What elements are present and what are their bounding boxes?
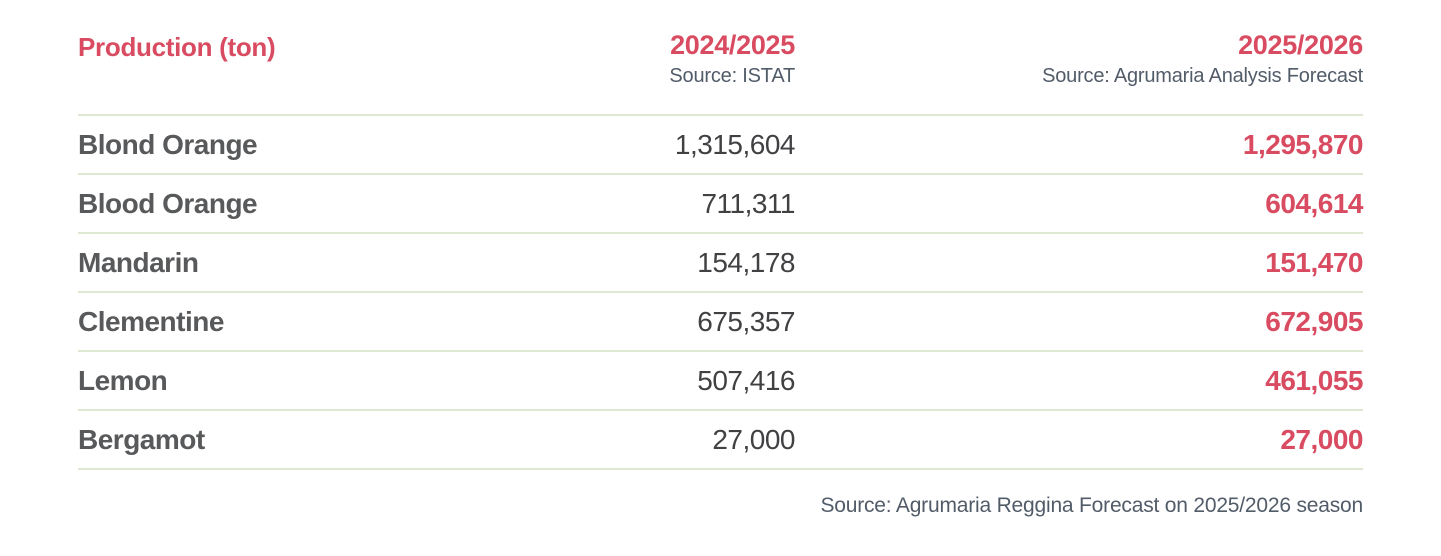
table-row: Mandarin 154,178 151,470 bbox=[78, 234, 1364, 294]
source-label-istat: Source: ISTAT bbox=[669, 65, 795, 88]
product-name: Blond Orange bbox=[78, 128, 258, 160]
product-name: Lemon bbox=[78, 364, 168, 396]
value-2025-2026: 672,905 bbox=[1265, 305, 1363, 337]
value-2025-2026: 604,614 bbox=[1265, 187, 1363, 219]
table-footnote: Source: Agrumaria Reggina Forecast on 20… bbox=[820, 494, 1363, 518]
value-2024-2025: 507,416 bbox=[697, 364, 795, 396]
product-name: Blood Orange bbox=[78, 187, 258, 219]
value-2024-2025: 1,315,604 bbox=[674, 128, 796, 160]
value-2025-2026: 461,055 bbox=[1265, 364, 1363, 396]
value-2024-2025: 711,311 bbox=[701, 187, 795, 219]
table-header: Production (ton) 2024/2025 Source: ISTAT… bbox=[78, 30, 1363, 114]
product-name: Mandarin bbox=[78, 246, 199, 278]
season-label-2025-2026: 2025/2026 bbox=[1238, 30, 1363, 60]
source-label-agrumaria-analysis: Source: Agrumaria Analysis Forecast bbox=[1042, 65, 1363, 88]
value-2024-2025: 154,178 bbox=[697, 246, 795, 278]
table-row: Blond Orange 1,315,604 1,295,870 bbox=[78, 116, 1364, 176]
column-header-2024-2025: 2024/2025 Source: ISTAT bbox=[463, 30, 795, 88]
value-2024-2025: 27,000 bbox=[712, 423, 795, 455]
table-row: Bergamot 27,000 27,000 bbox=[78, 411, 1364, 471]
table-body: Blond Orange 1,315,604 1,295,870 Blood O… bbox=[78, 114, 1364, 471]
value-2025-2026: 27,000 bbox=[1280, 423, 1363, 455]
table-row: Blood Orange 711,311 604,614 bbox=[78, 175, 1364, 235]
season-label-2024-2025: 2024/2025 bbox=[670, 30, 795, 60]
product-name: Clementine bbox=[78, 305, 224, 337]
table-row: Clementine 675,357 672,905 bbox=[78, 293, 1364, 353]
value-2024-2025: 675,357 bbox=[697, 305, 795, 337]
column-header-2025-2026: 2025/2026 Source: Agrumaria Analysis For… bbox=[795, 30, 1363, 88]
product-name: Bergamot bbox=[78, 423, 205, 455]
table-title: Production (ton) bbox=[78, 32, 276, 62]
table-row: Lemon 507,416 461,055 bbox=[78, 352, 1364, 412]
value-2025-2026: 1,295,870 bbox=[1242, 128, 1364, 160]
value-2025-2026: 151,470 bbox=[1265, 246, 1363, 278]
